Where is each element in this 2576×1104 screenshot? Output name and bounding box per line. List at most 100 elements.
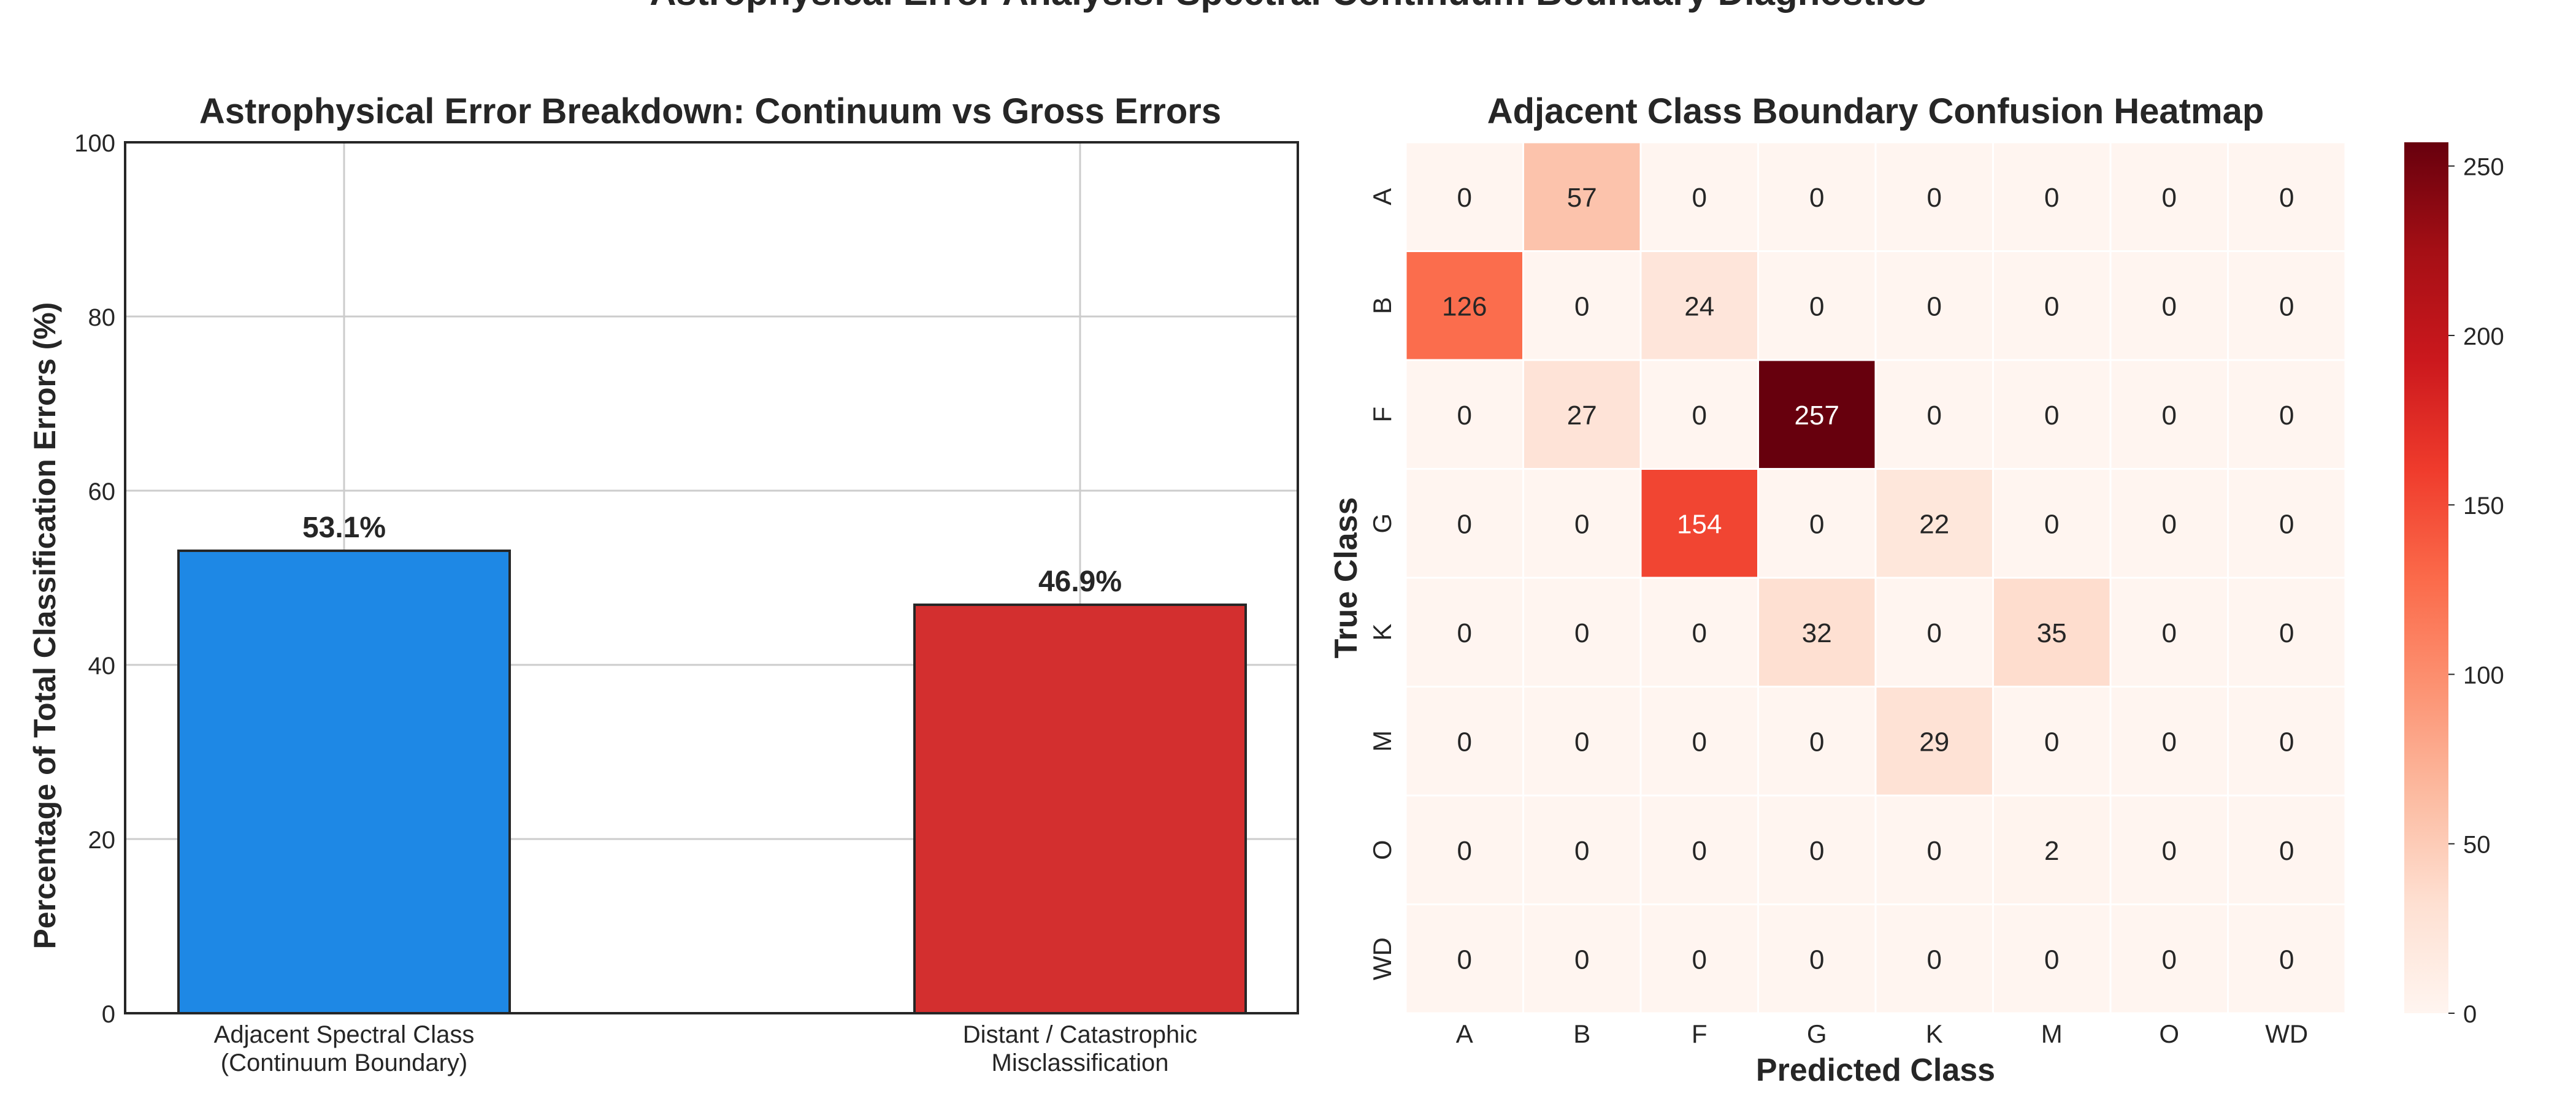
heatmap-cell-label: 0 — [1457, 836, 1472, 866]
heatmap-y-axis-title: True Class — [1328, 497, 1364, 658]
heatmap-cell-label: 0 — [1927, 183, 1942, 213]
heatmap-cell-label: 0 — [1809, 836, 1824, 866]
heatmap-y-tick: K — [1368, 624, 1397, 641]
heatmap-cell — [1757, 250, 1877, 361]
colorbar-ticks: 0 50 100 150 200 250 — [2448, 154, 2504, 1028]
heatmap-cell-label: 0 — [1574, 509, 1589, 539]
heatmap-cell-label: 0 — [2162, 401, 2177, 431]
bar-chart-y-tick-label: 20 — [88, 827, 116, 854]
heatmap-cell-label: 0 — [1809, 183, 1824, 213]
heatmap-cell-label: 0 — [2162, 291, 2177, 321]
heatmap-cell-label: 0 — [1574, 836, 1589, 866]
heatmap-cell-label: 0 — [1809, 945, 1824, 975]
heatmap-cell-label: 0 — [1692, 836, 1707, 866]
heatmap-y-ticks: A B F G K M O WD — [1368, 188, 1397, 981]
heatmap-cell-label: 0 — [2279, 183, 2294, 213]
heatmap-y-tick: O — [1368, 840, 1397, 860]
heatmap-cell-label: 0 — [1927, 618, 1942, 648]
heatmap-cell-label: 0 — [2279, 836, 2294, 866]
colorbar — [2404, 142, 2448, 1013]
heatmap-y-tick-label: K — [1368, 624, 1397, 641]
heatmap-cell-label: 0 — [2162, 727, 2177, 757]
bar-category-label: (Continuum Boundary) — [221, 1049, 467, 1076]
heatmap-y-tick: B — [1368, 297, 1397, 314]
heatmap-cell — [1639, 903, 1759, 1014]
heatmap-cell-label: 0 — [2279, 945, 2294, 975]
heatmap-cell-label: 0 — [1692, 945, 1707, 975]
heatmap-cell-label: 0 — [1809, 291, 1824, 321]
heatmap-cell — [1874, 141, 1994, 252]
heatmap-cell — [2227, 250, 2347, 361]
heatmap-cell — [1639, 686, 1759, 797]
heatmap-cell — [1874, 359, 1994, 470]
bar-value-label: 46.9% — [1038, 565, 1122, 598]
heatmap-y-tick-label: M — [1368, 730, 1397, 752]
heatmap-cell-label: 24 — [1684, 291, 1714, 321]
heatmap-cell — [1992, 250, 2112, 361]
bar-category-label: Distant / Catastrophic — [963, 1021, 1197, 1048]
heatmap-y-tick-label: O — [1368, 840, 1397, 860]
bar-chart-y-tick-label: 80 — [88, 304, 116, 331]
heatmap-cell-label: 0 — [1692, 183, 1707, 213]
bar-category-label: Adjacent Spectral Class — [214, 1021, 475, 1048]
heatmap-cell-label: 32 — [1802, 618, 1832, 648]
heatmap-cell-label: 0 — [1809, 509, 1824, 539]
heatmap-cell — [2109, 686, 2229, 797]
heatmap-cell-label: 0 — [1574, 291, 1589, 321]
heatmap-cell-label: 0 — [2162, 509, 2177, 539]
heatmap-cell-label: 0 — [1692, 401, 1707, 431]
heatmap-cell — [1757, 359, 1877, 470]
heatmap-x-tick-label: O — [2159, 1019, 2179, 1048]
heatmap-cell — [1522, 359, 1642, 470]
bar-chart-x-ticks: Adjacent Spectral Class(Continuum Bounda… — [214, 1021, 1198, 1076]
colorbar-tick-label: 100 — [2463, 662, 2504, 689]
heatmap-cell — [2227, 686, 2347, 797]
heatmap-cell-label: 0 — [1692, 618, 1707, 648]
heatmap-cell-label: 0 — [2162, 618, 2177, 648]
heatmap-y-tick-label: G — [1368, 513, 1397, 534]
heatmap-y-tick-label: F — [1368, 407, 1397, 423]
bar-chart-y-ticks: 0 20 40 60 80 100 — [74, 130, 115, 1028]
heatmap-cell — [1639, 794, 1759, 905]
heatmap-y-tick: A — [1368, 188, 1397, 205]
heatmap-cell-label: 0 — [1457, 401, 1472, 431]
heatmap-cell-label: 0 — [2162, 836, 2177, 866]
bar-chart-y-tick-label: 60 — [88, 478, 116, 505]
colorbar-tick-label: 50 — [2463, 832, 2491, 859]
heatmap-cell-label: 0 — [1927, 836, 1942, 866]
heatmap-cell — [1639, 468, 1759, 579]
heatmap-cell-label: 0 — [1457, 183, 1472, 213]
bar-chart-title: Astrophysical Error Breakdown: Continuum… — [199, 91, 1221, 131]
heatmap-x-tick-label: G — [1807, 1019, 1827, 1048]
heatmap-cell-label: 2 — [2044, 836, 2059, 866]
heatmap-x-tick-label: WD — [2265, 1019, 2308, 1048]
heatmap-cell — [1522, 577, 1642, 688]
heatmap-cell — [2109, 250, 2229, 361]
heatmap-cell — [2227, 141, 2347, 252]
heatmap-cell-label: 22 — [1919, 509, 1949, 539]
heatmap-cell — [1405, 794, 1524, 905]
heatmap-cell-label: 0 — [1457, 618, 1472, 648]
bar-chart-frame — [124, 141, 1299, 1014]
heatmap-x-tick-label: K — [1926, 1019, 1943, 1048]
heatmap-cell — [2227, 903, 2347, 1014]
heatmap-y-tick: M — [1368, 730, 1397, 752]
heatmap-cell-label: 0 — [1574, 945, 1589, 975]
heatmap-cell-label: 0 — [1457, 945, 1472, 975]
heatmap-cell — [1992, 686, 2112, 797]
colorbar-tick-label: 150 — [2463, 493, 2504, 519]
heatmap-cell — [1874, 794, 1994, 905]
heatmap-x-tick-label: B — [1573, 1019, 1590, 1048]
heatmap-y-axis-title-wrap: True Class — [1328, 497, 1364, 658]
heatmap-cell-label: 0 — [1809, 727, 1824, 757]
heatmap-cell-label: 0 — [2044, 945, 2059, 975]
heatmap-y-tick-label: WD — [1368, 937, 1397, 980]
heatmap-cell-label: 0 — [2279, 401, 2294, 431]
heatmap-cell-label: 0 — [2044, 291, 2059, 321]
heatmap-cell-label: 0 — [2162, 945, 2177, 975]
heatmap-cell — [1874, 577, 1994, 688]
bar-chart-y-tick-label: 40 — [88, 653, 116, 680]
heatmap-y-tick-label: A — [1368, 188, 1397, 205]
heatmap-cell — [1992, 577, 2112, 688]
